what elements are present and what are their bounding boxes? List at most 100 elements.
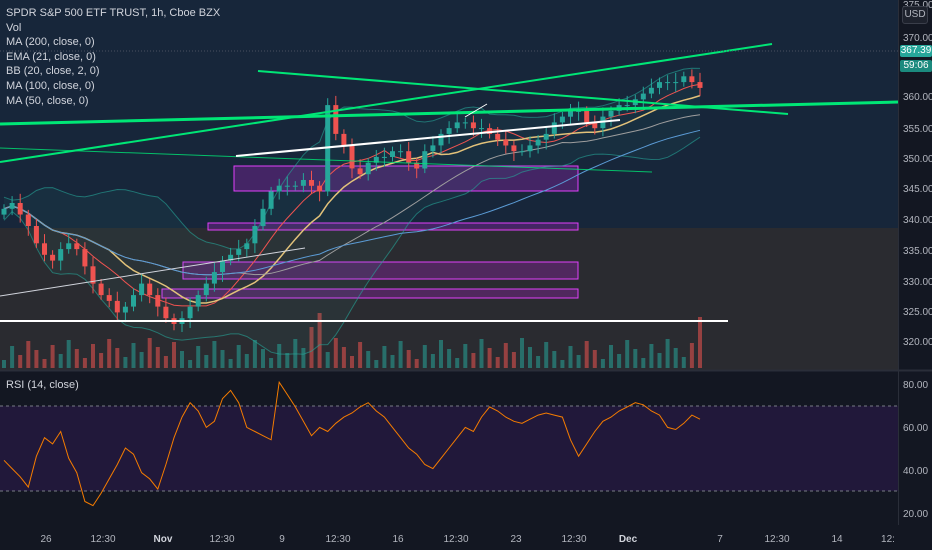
- candle-body: [82, 249, 88, 267]
- volume-bar: [196, 346, 201, 368]
- bb-fill: [4, 68, 700, 355]
- volume-bar: [91, 344, 95, 368]
- legend-bb[interactable]: BB (20, close, 2, 0): [6, 65, 100, 78]
- candle-body: [422, 151, 428, 169]
- candle-body: [276, 185, 282, 192]
- candle-body: [568, 110, 573, 117]
- rsi-tick-80: 80.00: [903, 380, 928, 391]
- volume-bar: [406, 350, 411, 368]
- volume-bar: [673, 348, 678, 368]
- volume-bar: [681, 357, 686, 368]
- volume-bar: [212, 341, 217, 368]
- horizontal-support-trendline[interactable]: [0, 100, 899, 126]
- ma200-line: [3, 129, 701, 276]
- candle-body: [697, 82, 703, 88]
- candle-body: [406, 151, 412, 163]
- candle-body: [106, 295, 112, 301]
- rsi-legend[interactable]: RSI (14, close): [6, 379, 79, 391]
- volume-bar: [528, 347, 532, 368]
- rsi-tick-40: 40.00: [903, 466, 928, 477]
- candle-body: [155, 295, 161, 307]
- candle-body: [131, 295, 136, 307]
- volume-bar: [382, 346, 387, 368]
- volume-bar: [341, 347, 346, 368]
- candle-body: [17, 203, 23, 215]
- white-trendline-mid[interactable]: [235, 119, 621, 157]
- price-axis[interactable]: 375.00 370.00 360.00 355.00 350.00 345.0…: [903, 0, 932, 348]
- time-tick: 7: [717, 534, 723, 545]
- time-tick: 23: [510, 534, 522, 545]
- volume-bar: [325, 352, 330, 368]
- candle-body: [390, 151, 395, 157]
- volume-bar: [447, 349, 452, 368]
- volume-bar: [220, 350, 225, 368]
- volume-bar: [155, 347, 160, 368]
- candle-body: [576, 110, 582, 112]
- falling-trendline[interactable]: [257, 70, 789, 115]
- candle-body: [9, 203, 15, 209]
- trend-lines[interactable]: [0, 43, 899, 322]
- candle-body: [495, 133, 501, 140]
- candle-body: [268, 191, 274, 209]
- candle-body: [300, 180, 306, 186]
- indicator-legend: SPDR S&P 500 ETF TRUST, 1h, Cboe BZX Vol…: [6, 6, 220, 108]
- price-tick-top: 375.00: [903, 0, 932, 11]
- thin-green-trendline[interactable]: [0, 147, 653, 173]
- legend-ma50[interactable]: MA (50, close, 0): [6, 94, 89, 107]
- candle-body: [592, 122, 598, 129]
- time-tick: 12:30: [443, 534, 468, 545]
- candle-body: [341, 133, 347, 146]
- legend-ma200[interactable]: MA (200, close, 0): [6, 36, 95, 49]
- volume-bar: [10, 346, 15, 368]
- time-tick: Dec: [619, 534, 638, 545]
- volume-bar: [163, 356, 168, 368]
- volume-bar: [147, 338, 152, 368]
- candle-body: [624, 105, 630, 107]
- volume-bar: [66, 340, 71, 368]
- time-tick: Nov: [154, 534, 173, 545]
- time-axis[interactable]: 26 12:30 Nov 12:30 9 12:30 16 12:30 23 1…: [40, 534, 895, 545]
- candle-body: [1, 208, 7, 215]
- volume-bar: [131, 343, 136, 368]
- candle-body: [381, 156, 387, 158]
- zone-4: [161, 288, 579, 299]
- candle-body: [90, 266, 96, 284]
- legend-ema21[interactable]: EMA (21, close, 0): [6, 50, 96, 63]
- volume-bar: [58, 354, 63, 368]
- candle-body: [665, 82, 671, 84]
- last-price-tag: 367.39: [900, 45, 932, 57]
- legend-vol[interactable]: Vol: [6, 21, 22, 34]
- volume-bar: [123, 357, 128, 368]
- candle-body: [470, 122, 476, 129]
- candle-body: [284, 185, 290, 187]
- candle-body: [236, 249, 242, 255]
- rsi-axis[interactable]: 80.00 60.00 40.00 20.00: [903, 380, 928, 520]
- price-tick-360: 360.00: [903, 92, 932, 103]
- candle-body: [114, 300, 120, 313]
- volume-bar: [641, 358, 646, 368]
- candle-body: [535, 139, 541, 146]
- volume-bar: [463, 344, 468, 368]
- candle-body: [58, 249, 64, 261]
- candle-body: [244, 243, 250, 250]
- time-tick: 16: [392, 534, 404, 545]
- candle-body: [430, 145, 436, 152]
- white-trendline-low[interactable]: [0, 247, 306, 297]
- legend-ma100[interactable]: MA (100, close, 0): [6, 79, 95, 92]
- volume-bar: [600, 359, 605, 368]
- rising-trendline[interactable]: [0, 43, 773, 163]
- white-short-line[interactable]: [464, 103, 488, 118]
- candle-body: [519, 151, 525, 153]
- currency-button[interactable]: USD: [902, 6, 928, 24]
- candle-body: [309, 180, 314, 186]
- volume-bar: [244, 354, 249, 368]
- symbol-title[interactable]: SPDR S&P 500 ETF TRUST, 1h, Cboe BZX: [6, 7, 221, 19]
- zone-3: [182, 261, 579, 280]
- volume-bar: [568, 346, 573, 368]
- time-tick: 12:30: [561, 534, 586, 545]
- volume-bar: [82, 358, 87, 368]
- volume-bar: [350, 356, 354, 368]
- time-tick: 12:30: [209, 534, 234, 545]
- volume-bar: [285, 353, 290, 368]
